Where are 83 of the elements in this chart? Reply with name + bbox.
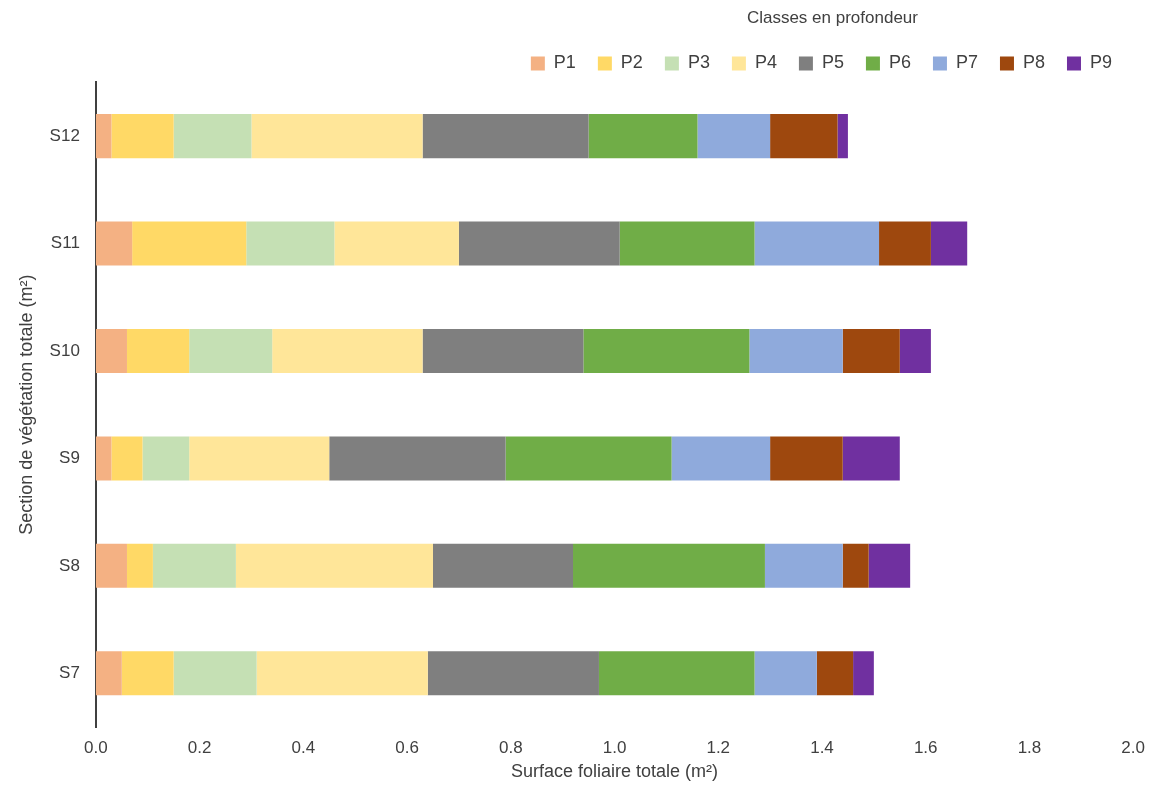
bar — [754, 221, 880, 266]
bar — [152, 543, 236, 588]
bar — [334, 221, 459, 266]
bar — [697, 114, 771, 159]
bar — [126, 543, 153, 588]
bar — [132, 221, 247, 266]
x-tick-label: 1.0 — [602, 737, 627, 757]
bar — [837, 114, 848, 159]
x-axis-title: Surface foliaire totale (m²) — [510, 761, 719, 782]
y-axis-title: Section de végétation totale (m²) — [15, 274, 36, 535]
bar — [842, 328, 900, 374]
bar — [770, 436, 843, 481]
y-tick-label: S7 — [59, 662, 80, 682]
bar — [764, 543, 843, 588]
bar — [272, 328, 423, 374]
legend-label: P4 — [754, 52, 777, 73]
legend-label: P1 — [553, 52, 576, 73]
bar — [95, 221, 133, 266]
x-tick-label: 0.8 — [498, 737, 523, 757]
bar — [754, 651, 817, 696]
bar — [235, 543, 433, 588]
bar — [853, 651, 874, 696]
bar — [930, 221, 968, 266]
bar — [573, 543, 765, 588]
legend-label: P6 — [888, 52, 911, 73]
y-tick-label: S12 — [49, 125, 80, 145]
bar — [770, 114, 838, 159]
bar — [142, 436, 190, 481]
bar — [583, 328, 750, 374]
bar — [422, 114, 589, 159]
bar — [422, 328, 584, 374]
bar — [246, 221, 335, 266]
bar — [95, 543, 127, 588]
bar — [671, 436, 771, 481]
bar — [95, 114, 112, 159]
bar — [173, 651, 257, 696]
bar — [111, 114, 174, 159]
bar — [189, 436, 330, 481]
y-tick-label: S10 — [49, 340, 80, 360]
bar — [126, 328, 190, 374]
bar — [427, 651, 599, 696]
bar — [256, 651, 428, 696]
bar — [95, 651, 122, 696]
legend-label: P3 — [687, 52, 710, 73]
x-tick-label: 0.6 — [395, 737, 419, 757]
bar — [619, 221, 755, 266]
bar — [189, 328, 273, 374]
bar — [111, 436, 143, 481]
legend-label: P8 — [1022, 52, 1045, 73]
legend-title: Classes en profondeur — [746, 8, 919, 28]
bar — [173, 114, 252, 159]
bar — [598, 651, 755, 696]
legend-label: P9 — [1089, 52, 1113, 73]
y-tick-label: S9 — [59, 448, 80, 468]
x-tick-label: 1.6 — [913, 737, 938, 757]
x-tick-label: 2.0 — [1121, 737, 1145, 757]
bar — [251, 114, 423, 159]
y-tick-label: S11 — [50, 233, 80, 253]
bar — [842, 543, 869, 588]
bar — [458, 221, 620, 266]
legend-label: P7 — [955, 52, 978, 73]
bar — [816, 651, 854, 696]
bar — [505, 436, 672, 481]
x-tick-label: 1.4 — [810, 737, 834, 757]
x-tick-label: 0.4 — [291, 737, 316, 757]
bar — [842, 436, 900, 481]
x-tick-label: 1.8 — [1017, 737, 1042, 757]
x-tick-label: 0.0 — [84, 737, 108, 757]
bar — [432, 543, 574, 588]
x-tick-label: 1.2 — [706, 737, 731, 757]
bar — [121, 651, 174, 696]
legend-label: P2 — [620, 52, 643, 73]
bar — [868, 543, 911, 588]
bar — [329, 436, 506, 481]
bar — [95, 328, 127, 374]
bar — [879, 221, 931, 266]
y-tick-label: S8 — [59, 555, 80, 575]
bar — [588, 114, 698, 159]
bar — [749, 328, 843, 374]
x-tick-label: 0.2 — [187, 737, 212, 757]
legend-label: P5 — [821, 52, 844, 73]
bar — [899, 328, 931, 374]
bar — [95, 436, 112, 481]
